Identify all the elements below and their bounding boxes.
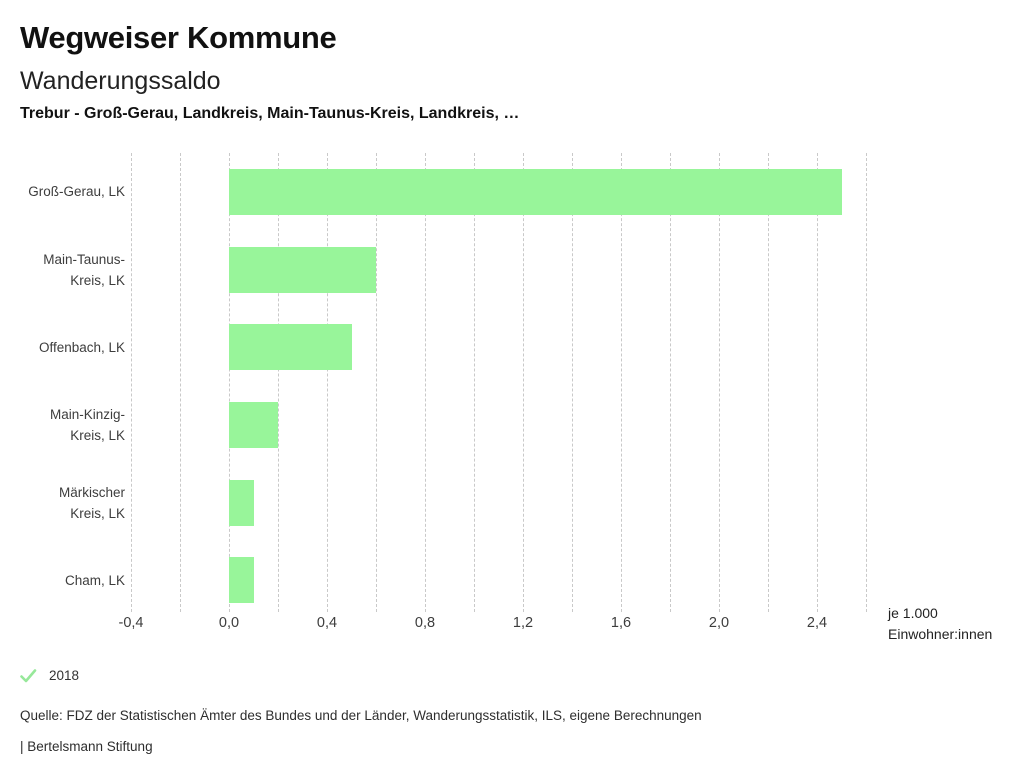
gridline	[474, 153, 475, 612]
gridline	[572, 153, 573, 612]
axis-unit-label: je 1.000 Einwohner:innen	[888, 603, 992, 645]
app-title: Wegweiser Kommune	[20, 20, 337, 55]
source-text: Quelle: FDZ der Statistischen Ämter des …	[20, 708, 702, 723]
legend-item-2018[interactable]: 2018	[20, 668, 79, 683]
gridline	[180, 153, 181, 612]
bar-6[interactable]	[229, 557, 254, 604]
branding-text: | Bertelsmann Stiftung	[20, 739, 153, 754]
category-label: Groß-Gerau, LK	[28, 184, 125, 200]
check-icon	[20, 668, 37, 682]
bar-4[interactable]	[229, 401, 278, 448]
category-axis: Groß-Gerau, LK Main-Taunus- Kreis, LK Offen…	[0, 153, 125, 619]
bar-1[interactable]	[229, 168, 842, 215]
x-tick-label: 0,8	[414, 615, 436, 631]
bar-5[interactable]	[229, 479, 254, 526]
x-tick-label: 1,6	[610, 615, 632, 631]
bar-2[interactable]	[229, 246, 376, 293]
category-label: Main-Kinzig- Kreis, LK	[49, 406, 125, 443]
gridline	[670, 153, 671, 612]
chart-title: Wanderungssaldo	[20, 67, 221, 95]
x-tick-label: 2,0	[708, 615, 730, 631]
category-label: Cham, LK	[64, 572, 125, 588]
gridline	[817, 153, 818, 612]
plot-area	[131, 153, 867, 619]
chart-filter-line: Trebur - Groß-Gerau, Landkreis, Main-Tau…	[20, 105, 520, 122]
gridline	[523, 153, 524, 612]
x-tick-label: 1,2	[512, 615, 534, 631]
x-tick-label: 2,4	[806, 615, 828, 631]
gridline	[768, 153, 769, 612]
gridline	[131, 153, 132, 612]
category-label: Main-Taunus- Kreis, LK	[43, 251, 125, 288]
x-tick-label: 0,4	[316, 615, 338, 631]
x-tick-label: -0,4	[118, 615, 144, 631]
category-label: Märkischer Kreis, LK	[58, 484, 125, 521]
gridline	[229, 153, 230, 612]
category-label: Offenbach, LK	[38, 339, 125, 355]
gridline	[376, 153, 377, 612]
bar-3[interactable]	[229, 324, 352, 371]
gridline	[327, 153, 328, 612]
axis-unit-line-2: Einwohner:innen	[888, 626, 993, 642]
gridline	[621, 153, 622, 612]
gridline	[278, 153, 279, 612]
axis-unit-line-1: je 1.000	[888, 605, 938, 621]
x-tick-label: 0,0	[218, 615, 240, 631]
legend-year-label: 2018	[49, 668, 80, 683]
gridline	[719, 153, 720, 612]
gridline	[866, 153, 867, 612]
gridline	[425, 153, 426, 612]
